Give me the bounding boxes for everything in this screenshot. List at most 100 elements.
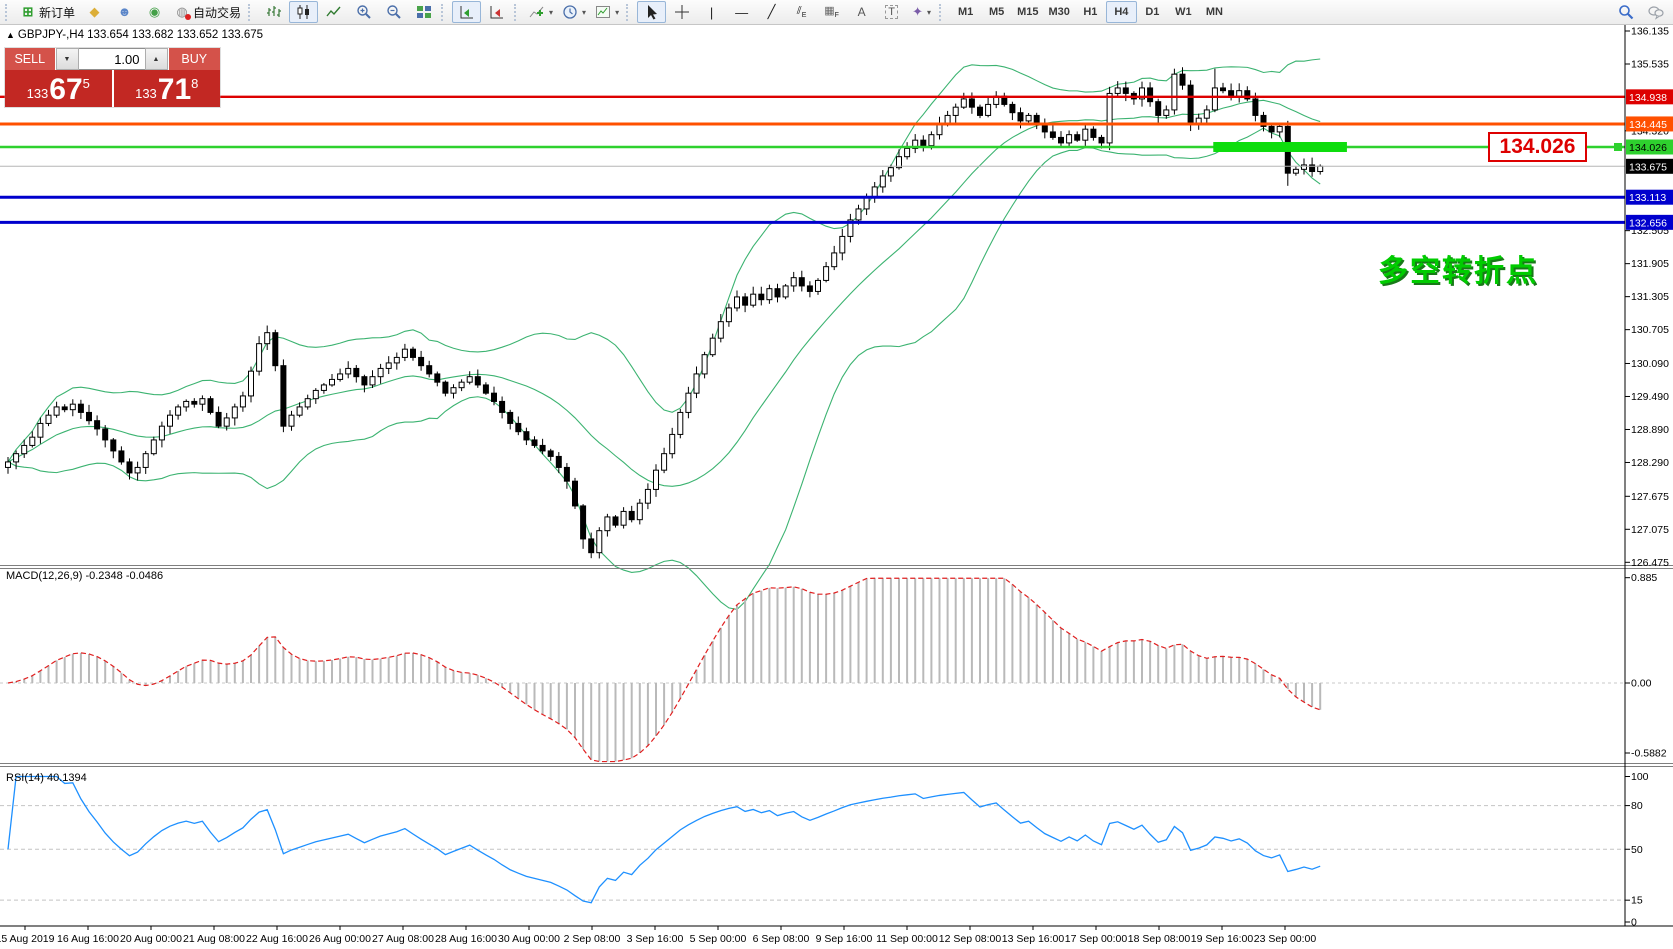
timeframe-group: M1 M5 M15 M30 H1 H4 D1 W1 MN xyxy=(950,1,1230,23)
highlight-bar[interactable] xyxy=(1213,141,1347,152)
svg-text:135.535: 135.535 xyxy=(1631,59,1669,71)
sell-button[interactable]: SELL xyxy=(5,48,56,70)
autotrading-button[interactable]: ◍ 自动交易 xyxy=(170,1,245,23)
svg-text:127.075: 127.075 xyxy=(1631,524,1669,536)
horizontal-line-icon: — xyxy=(735,4,749,20)
timeframe-button-m1[interactable]: M1 xyxy=(957,6,974,18)
svg-text:6 Sep 08:00: 6 Sep 08:00 xyxy=(753,933,810,945)
templates-button[interactable]: ▾ xyxy=(591,1,623,23)
macd-histogram-layer xyxy=(0,578,1625,762)
cursor-icon xyxy=(647,5,657,20)
new-order-icon: ⊞ xyxy=(22,4,34,19)
fibonacci-icon: ▦F xyxy=(824,5,839,20)
time-axis[interactable]: 15 Aug 2019 16 Aug 16:00 20 Aug 00:00 21 Au… xyxy=(0,926,1316,945)
candlestick-chart-button[interactable] xyxy=(289,1,319,23)
fibonacci-button[interactable]: ▦F xyxy=(817,1,846,23)
price-callout-box[interactable]: 134.026 xyxy=(1488,132,1587,162)
timeframe-button-mn[interactable]: MN xyxy=(1205,6,1223,18)
toolbar-grip xyxy=(248,3,254,21)
svg-text:3 Sep 16:00: 3 Sep 16:00 xyxy=(627,933,684,945)
timeframe-button-m5[interactable]: M5 xyxy=(988,6,1005,18)
chart-shift-icon xyxy=(490,6,503,19)
chat-button[interactable] xyxy=(1641,1,1670,23)
svg-text:-0.5882: -0.5882 xyxy=(1631,747,1667,759)
svg-text:17 Sep 00:00: 17 Sep 00:00 xyxy=(1065,933,1128,945)
svg-text:129.490: 129.490 xyxy=(1631,391,1669,403)
price-axis[interactable]: 136.135135.535134.320132.505131.905131.3… xyxy=(0,25,1673,929)
new-order-button[interactable]: ⊞ 新订单 xyxy=(16,1,79,23)
svg-text:128.890: 128.890 xyxy=(1631,424,1669,436)
svg-text:136.135: 136.135 xyxy=(1631,26,1669,38)
svg-text:127.675: 127.675 xyxy=(1631,491,1669,503)
svg-text:18 Sep 08:00: 18 Sep 08:00 xyxy=(1128,933,1191,945)
search-button[interactable] xyxy=(1611,1,1640,23)
market-button[interactable]: ☻ xyxy=(110,1,139,23)
vertical-line-icon: | xyxy=(709,4,714,20)
svg-text:19 Sep 16:00: 19 Sep 16:00 xyxy=(1191,933,1254,945)
toolbar-grip xyxy=(514,3,520,21)
timeframe-button-w1[interactable]: W1 xyxy=(1175,6,1192,18)
chart-shift-button[interactable] xyxy=(482,1,511,23)
metaeditor-button[interactable]: ◆ xyxy=(80,1,109,23)
svg-text:130.705: 130.705 xyxy=(1631,324,1669,336)
search-icon xyxy=(1618,5,1633,20)
volume-up-button[interactable]: ▲ xyxy=(144,48,168,70)
zoom-out-button[interactable] xyxy=(379,1,408,23)
trendline-icon: ╱ xyxy=(767,4,776,19)
horizontal-line-button[interactable]: — xyxy=(727,1,756,23)
svg-text:0.00: 0.00 xyxy=(1631,678,1652,690)
svg-text:0.885: 0.885 xyxy=(1631,572,1657,584)
indicators-button[interactable]: ▾ xyxy=(525,1,557,23)
channel-button[interactable]: ⫽E xyxy=(787,1,816,23)
one-click-collapse-icon[interactable]: ▲ xyxy=(6,30,15,40)
bar-chart-button[interactable] xyxy=(259,1,288,23)
arrows-icon: ✦ xyxy=(912,4,924,19)
sell-price[interactable]: 133 67 5 xyxy=(5,70,113,107)
metaeditor-icon: ◆ xyxy=(89,4,100,19)
cursor-button[interactable] xyxy=(637,1,667,23)
dropdown-icon: ▾ xyxy=(927,7,932,17)
timeframe-button-m15[interactable]: M15 xyxy=(1017,6,1039,18)
line-chart-button[interactable] xyxy=(319,1,348,23)
timeframe-button-m30[interactable]: M30 xyxy=(1048,6,1070,18)
sell-price-small: 133 xyxy=(26,86,49,101)
text-button[interactable]: A xyxy=(847,1,876,23)
timeframe-button-h1[interactable]: H1 xyxy=(1083,6,1098,18)
svg-text:9 Sep 16:00: 9 Sep 16:00 xyxy=(816,933,873,945)
svg-text:16 Aug 16:00: 16 Aug 16:00 xyxy=(57,933,119,945)
toolbar-grip xyxy=(939,3,945,21)
candles-layer xyxy=(5,67,1324,559)
volume-down-button[interactable]: ▼ xyxy=(55,48,79,70)
turning-point-annotation[interactable]: 多空转折点 xyxy=(1378,255,1538,288)
line-chart-icon xyxy=(325,6,341,17)
chat-icon xyxy=(1647,6,1664,20)
timeframe-button-h4[interactable]: H4 xyxy=(1105,1,1137,23)
zoom-in-icon xyxy=(356,5,371,19)
crosshair-button[interactable] xyxy=(667,1,696,23)
buy-price[interactable]: 133 71 8 xyxy=(112,70,221,107)
volume-input[interactable] xyxy=(78,48,145,70)
buy-price-sup: 8 xyxy=(191,76,199,91)
auto-scroll-button[interactable] xyxy=(452,1,482,23)
market-icon: ☻ xyxy=(117,4,132,19)
chart-canvas[interactable]: 136.135135.535134.320132.505131.905131.3… xyxy=(0,25,1673,949)
tile-windows-button[interactable] xyxy=(409,1,438,23)
svg-text:20 Aug 00:00: 20 Aug 00:00 xyxy=(120,933,182,945)
vertical-line-button[interactable]: | xyxy=(697,1,726,23)
buy-button[interactable]: BUY xyxy=(167,48,220,70)
text-label-button[interactable]: T xyxy=(877,1,906,23)
arrows-button[interactable]: ✦ ▾ xyxy=(907,1,936,23)
svg-text:80: 80 xyxy=(1631,800,1643,812)
tile-windows-icon xyxy=(416,6,431,18)
dropdown-icon: ▾ xyxy=(582,7,587,17)
macd-label: MACD(12,26,9) -0.2348 -0.0486 xyxy=(6,570,164,582)
periods-button[interactable]: ▾ xyxy=(558,1,590,23)
svg-text:133.675: 133.675 xyxy=(1629,161,1667,173)
symbol-ohlc-line[interactable]: ▲ GBPJPY-,H4 133.654 133.682 133.652 133.… xyxy=(6,29,263,41)
zoom-in-button[interactable] xyxy=(349,1,378,23)
signals-button[interactable]: ◉ xyxy=(140,1,169,23)
timeframe-button-d1[interactable]: D1 xyxy=(1145,6,1160,18)
svg-text:5 Sep 00:00: 5 Sep 00:00 xyxy=(690,933,747,945)
trendline-button[interactable]: ╱ xyxy=(757,1,786,23)
candlestick-chart-icon xyxy=(297,5,309,19)
